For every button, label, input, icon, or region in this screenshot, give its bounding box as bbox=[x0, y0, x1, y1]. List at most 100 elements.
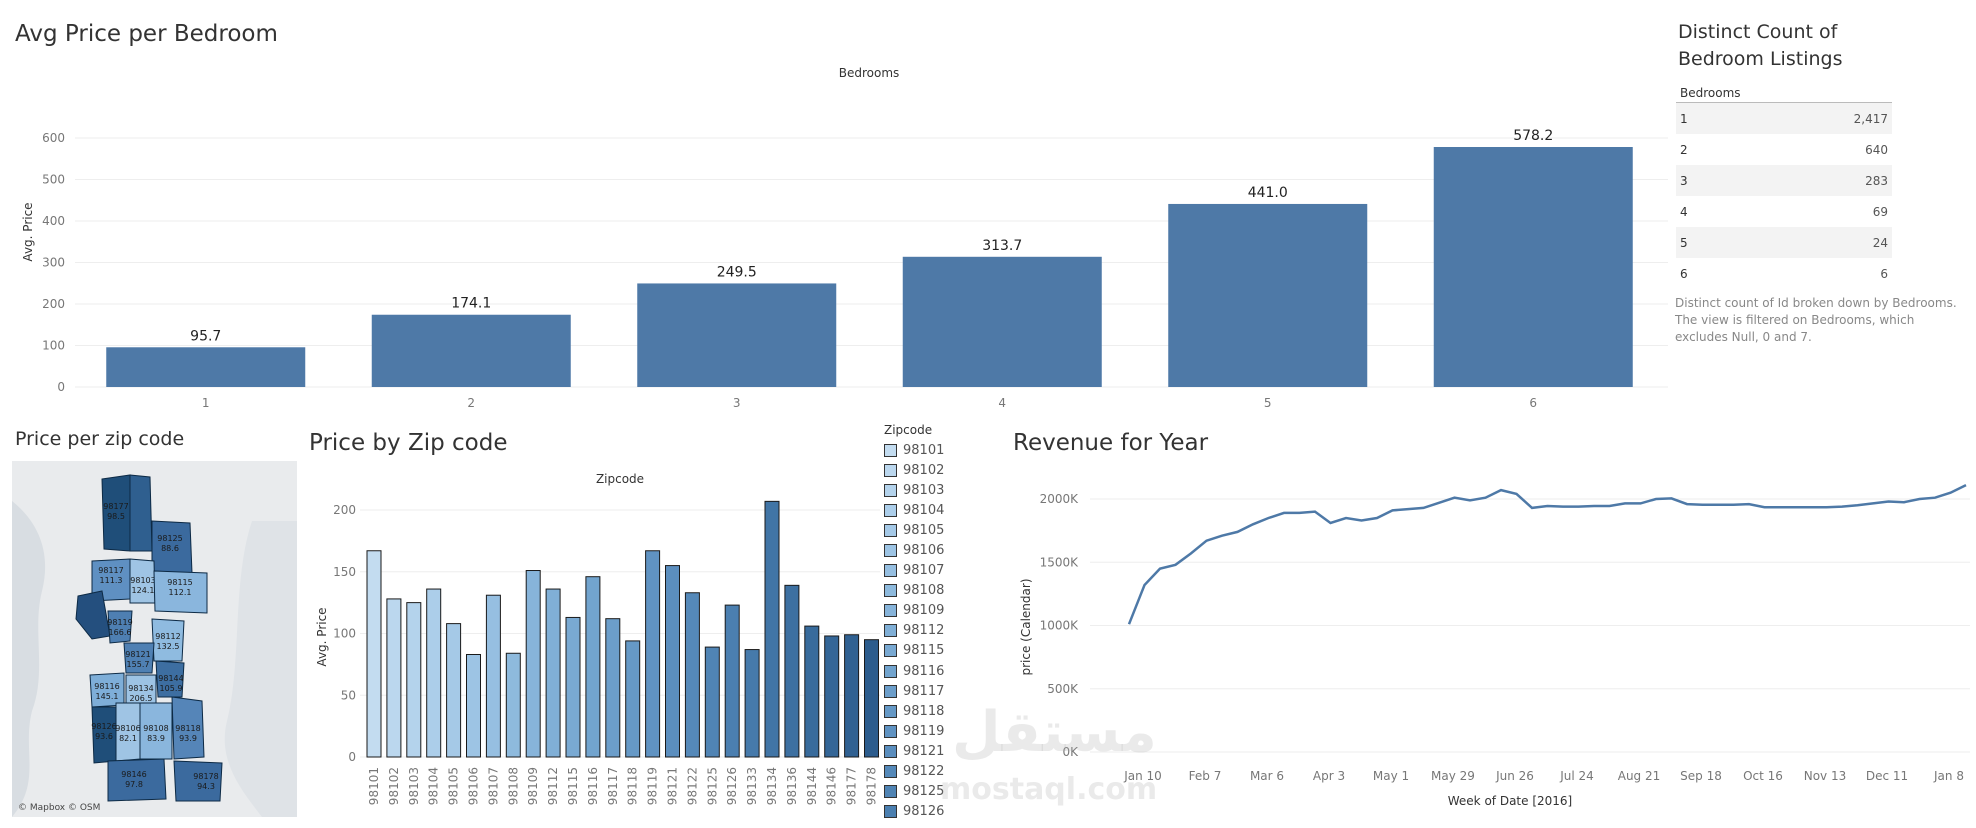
zip-bar[interactable] bbox=[406, 602, 422, 758]
bedroom-bar[interactable] bbox=[902, 256, 1102, 387]
zip-legend-label: 98117 bbox=[903, 683, 945, 699]
count-table-value: 69 bbox=[1872, 204, 1888, 219]
zip-x-tick: 98107 bbox=[486, 767, 500, 805]
map-region-shape[interactable] bbox=[129, 474, 153, 552]
zip-legend-item[interactable]: 98122 bbox=[884, 762, 944, 782]
map-region-shape[interactable] bbox=[123, 642, 155, 674]
zip-legend-item[interactable]: 98116 bbox=[884, 661, 944, 681]
zip-legend-item[interactable]: 98107 bbox=[884, 561, 944, 581]
zip-legend-item[interactable]: 98102 bbox=[884, 460, 944, 480]
zip-bar[interactable] bbox=[625, 640, 641, 758]
zip-x-tick: 98119 bbox=[646, 767, 660, 805]
map-region-shape[interactable] bbox=[173, 760, 223, 802]
zip-legend-item[interactable]: 98118 bbox=[884, 701, 944, 721]
map-region-shape[interactable] bbox=[75, 590, 111, 640]
bedroom-bar[interactable] bbox=[1168, 203, 1368, 387]
zip-bar[interactable] bbox=[505, 652, 521, 758]
zip-bar[interactable] bbox=[585, 576, 601, 758]
count-table: Bedrooms 1 2,417 2 640 3 283 4 69 5 24 6 6 bbox=[1676, 84, 1892, 289]
zip-legend-item[interactable]: 98109 bbox=[884, 601, 944, 621]
zip-legend-item[interactable]: 98104 bbox=[884, 500, 944, 520]
bedroom-bar-value-label: 578.2 bbox=[1513, 128, 1553, 144]
zip-chart-title: Price by Zip code bbox=[309, 430, 508, 456]
zip-bar[interactable] bbox=[525, 570, 541, 758]
zip-legend-swatch bbox=[884, 523, 897, 537]
zip-x-tick: 98136 bbox=[785, 767, 799, 805]
zip-bar[interactable] bbox=[764, 500, 780, 758]
zip-bar[interactable] bbox=[426, 588, 442, 758]
revenue-y-tick: 500K bbox=[1047, 682, 1079, 696]
zip-bar[interactable] bbox=[684, 592, 700, 758]
zip-legend-swatch bbox=[884, 744, 897, 758]
zip-bar[interactable] bbox=[704, 646, 720, 758]
bedroom-bar[interactable] bbox=[371, 314, 571, 387]
zip-bar[interactable] bbox=[665, 565, 680, 758]
map-region-shape[interactable] bbox=[107, 610, 133, 644]
zip-legend-item[interactable]: 98117 bbox=[884, 681, 944, 701]
zip-legend-item[interactable]: 98106 bbox=[884, 540, 944, 560]
bedroom-bar[interactable] bbox=[1433, 147, 1633, 387]
zip-legend-item[interactable]: 98126 bbox=[884, 802, 944, 822]
watermark: مستقل bbox=[952, 700, 1157, 765]
map-region-shape[interactable] bbox=[153, 570, 208, 614]
map-region-98133[interactable] bbox=[129, 474, 153, 552]
zip-bar[interactable] bbox=[446, 623, 462, 758]
zip-bar[interactable] bbox=[645, 550, 661, 758]
zip-x-tick: 98134 bbox=[765, 767, 779, 805]
zip-x-tick: 98116 bbox=[586, 767, 600, 805]
zip-bar[interactable] bbox=[466, 653, 481, 758]
zip-bar[interactable] bbox=[386, 598, 402, 758]
zip-y-axis-label: Avg. Price bbox=[315, 607, 329, 666]
map-region-98199[interactable] bbox=[75, 590, 111, 640]
zip-bar[interactable] bbox=[784, 584, 800, 758]
zip-legend-item[interactable]: 98119 bbox=[884, 721, 944, 741]
zip-bar[interactable] bbox=[824, 635, 840, 758]
zip-legend-item[interactable]: 98103 bbox=[884, 480, 944, 500]
map-region-shape[interactable] bbox=[139, 702, 173, 760]
zip-bar[interactable] bbox=[864, 639, 879, 758]
zip-legend-swatch bbox=[884, 684, 897, 698]
zip-map[interactable]: 98177 98.5 98125 88.6 98117 111.3 98103 124.1 98… bbox=[12, 461, 297, 817]
zip-legend-item[interactable]: 98108 bbox=[884, 581, 944, 601]
zip-legend-item[interactable]: 98105 bbox=[884, 520, 944, 540]
zip-bar[interactable] bbox=[724, 604, 740, 758]
revenue-y-tick: 2000K bbox=[1040, 492, 1080, 506]
zip-bar[interactable] bbox=[605, 618, 621, 758]
zip-bar[interactable] bbox=[804, 625, 820, 758]
bedroom-bar[interactable] bbox=[637, 283, 837, 387]
zip-legend-item[interactable]: 98101 bbox=[884, 440, 944, 460]
zip-legend-item[interactable]: 98125 bbox=[884, 782, 944, 802]
map-region-shape[interactable] bbox=[155, 660, 185, 698]
zip-bar[interactable] bbox=[565, 616, 581, 758]
map-region-shape[interactable] bbox=[107, 758, 167, 802]
zip-legend-item[interactable]: 98121 bbox=[884, 741, 944, 761]
zip-bar[interactable] bbox=[744, 649, 760, 758]
zip-bar[interactable] bbox=[844, 634, 860, 758]
zip-legend-item[interactable]: 98115 bbox=[884, 641, 944, 661]
bedroom-bar[interactable] bbox=[106, 347, 306, 387]
map-region-shape[interactable] bbox=[171, 696, 205, 760]
map-region-value: 124.1 bbox=[132, 586, 155, 595]
zip-bar[interactable] bbox=[366, 550, 382, 758]
zip-legend-swatch bbox=[884, 483, 897, 497]
zip-legend-item[interactable]: 98112 bbox=[884, 621, 944, 641]
revenue-x-axis-label: Week of Date [2016] bbox=[1448, 794, 1572, 808]
zip-bar[interactable] bbox=[485, 594, 501, 758]
zip-bar[interactable] bbox=[545, 588, 561, 758]
